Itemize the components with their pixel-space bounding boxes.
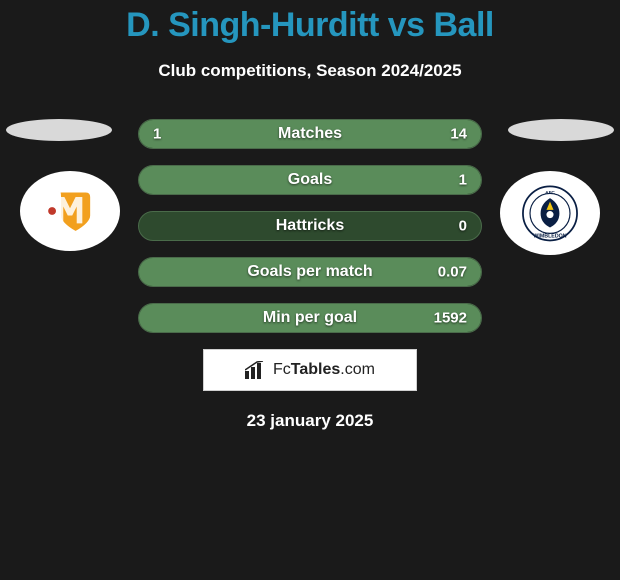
afc-wimbledon-crest-icon: WIMBLEDON AFC [515, 184, 585, 243]
stat-row: 1 Goals [138, 165, 482, 195]
stat-row: 1 14 Matches [138, 119, 482, 149]
svg-text:WIMBLEDON: WIMBLEDON [533, 233, 566, 239]
stat-label: Hattricks [276, 217, 344, 235]
stat-value-right: 0 [459, 218, 467, 235]
svg-text:AFC: AFC [545, 190, 555, 195]
stat-value-right: 0.07 [438, 264, 467, 281]
stat-row: 0.07 Goals per match [138, 257, 482, 287]
stat-label: Min per goal [263, 309, 357, 327]
stat-row: 0 Hattricks [138, 211, 482, 241]
stat-value-right: 1592 [434, 310, 467, 327]
bar-chart-icon [245, 361, 267, 379]
stat-label: Goals [288, 171, 332, 189]
stat-label: Goals per match [247, 263, 372, 281]
stat-value-left: 1 [153, 126, 161, 143]
team-crest-right: WIMBLEDON AFC [500, 171, 600, 255]
fctables-logo-text: FcTables.com [273, 361, 375, 379]
stat-label: Matches [278, 125, 342, 143]
stat-value-right: 1 [459, 172, 467, 189]
stat-rows: 1 14 Matches 1 Goals 0 Hattricks 0.07 Goals per … [138, 119, 482, 333]
stat-row: 1592 Min per goal [138, 303, 482, 333]
snapshot-date: 23 january 2025 [0, 411, 620, 431]
subtitle: Club competitions, Season 2024/2025 [0, 61, 620, 81]
fctables-logo-box[interactable]: FcTables.com [203, 349, 417, 391]
page-title: D. Singh-Hurditt vs Ball [0, 0, 620, 45]
left-ellipse-shadow [6, 119, 112, 141]
mk-dons-crest-icon [35, 183, 105, 239]
team-crest-left [20, 171, 120, 251]
right-ellipse-shadow [508, 119, 614, 141]
stat-value-right: 14 [450, 126, 467, 143]
